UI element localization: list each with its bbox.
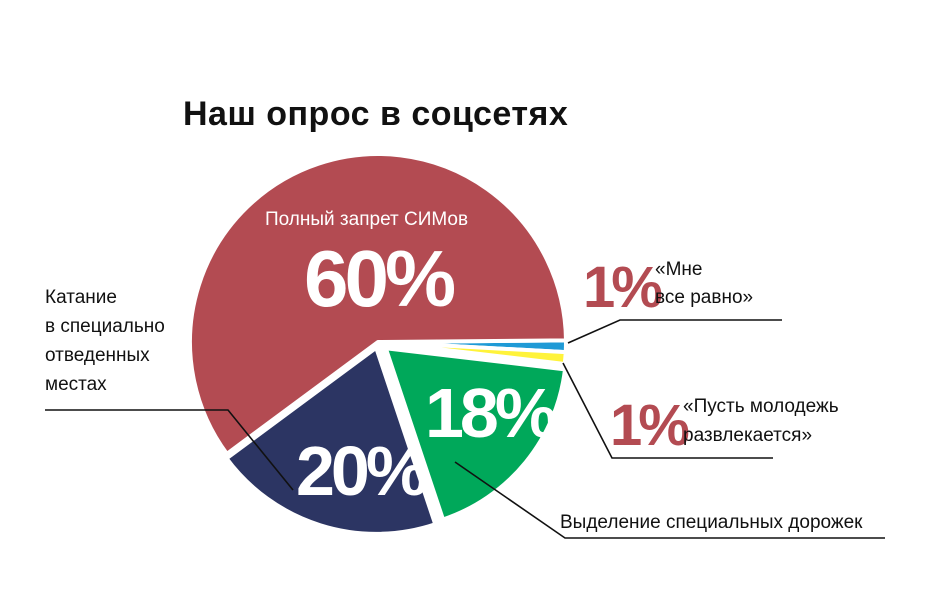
slice-dorozhki xyxy=(383,346,568,522)
value-ravno: 1% xyxy=(583,255,662,320)
pie-slices xyxy=(188,152,568,536)
slice-value-zapret: 60% xyxy=(304,234,455,323)
leader-line-dorozhki xyxy=(454,461,885,539)
leader-line-ravno xyxy=(567,319,782,344)
slice-label-zapret: Полный запрет СИМов xyxy=(265,209,468,230)
label-katanie: Катание в специально отведенных местах xyxy=(45,287,165,395)
slice-value-dorozhki: 18% xyxy=(425,374,556,452)
label-katanie-line: отведенных xyxy=(45,345,150,366)
slice-katanie xyxy=(224,345,438,536)
slice-value-katanie: 20% xyxy=(296,432,427,510)
label-dorozhki: Выделение специальных дорожек xyxy=(560,512,863,533)
slice-zapret xyxy=(188,152,568,456)
value-molodezh: 1% xyxy=(610,393,689,458)
leader-line-katanie xyxy=(45,409,294,491)
label-ravno-line: все равно» xyxy=(655,287,753,308)
label-ravno-line: «Мне xyxy=(655,259,702,280)
leader-line-molodezh xyxy=(562,362,773,459)
label-katanie-line: Катание xyxy=(45,287,117,308)
label-molodezh-line: развлекается» xyxy=(683,425,812,446)
label-katanie-line: местах xyxy=(45,374,107,395)
label-molodezh-line: «Пусть молодежь xyxy=(683,396,839,417)
chart-title: Наш опрос в соцсетях xyxy=(183,95,568,133)
slice-molodezh xyxy=(376,340,568,366)
label-katanie-line: в специально xyxy=(45,316,165,337)
